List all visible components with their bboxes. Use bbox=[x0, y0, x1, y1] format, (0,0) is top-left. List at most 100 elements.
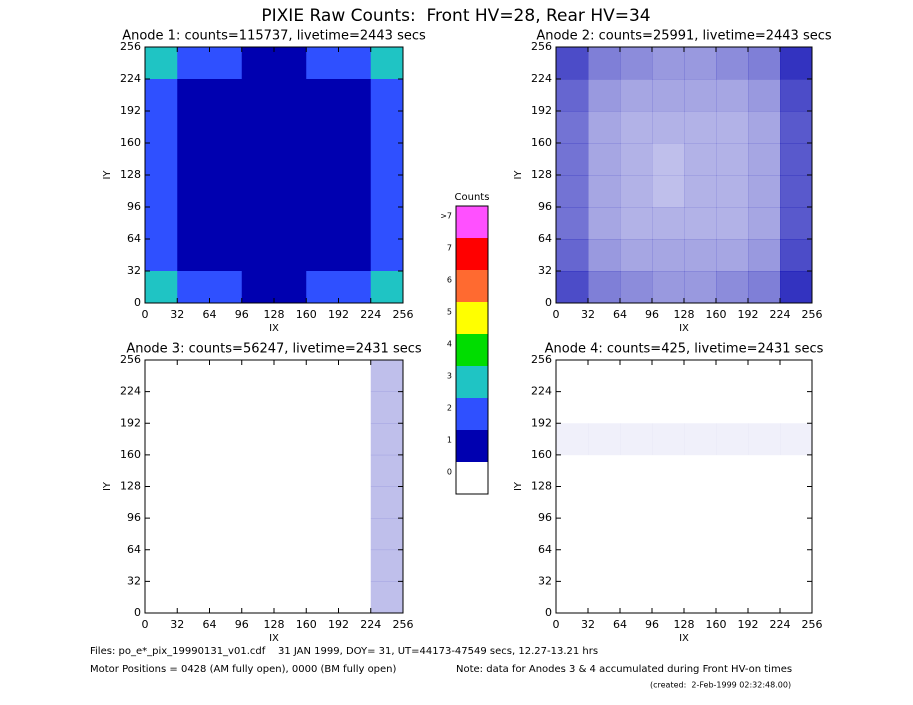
colorbar-swatch bbox=[456, 270, 488, 302]
heatmap-cell bbox=[209, 175, 243, 208]
heatmap-cell bbox=[620, 143, 653, 176]
heatmap-cell bbox=[652, 581, 684, 613]
heatmap-cell bbox=[210, 423, 243, 455]
heatmap-cell bbox=[716, 271, 749, 304]
colorbar-label: 0 bbox=[447, 468, 452, 477]
y-tick-label: 96 bbox=[538, 200, 552, 213]
heatmap-cell bbox=[620, 111, 653, 144]
heatmap-cell bbox=[620, 207, 653, 240]
heatmap-cell bbox=[274, 47, 307, 80]
y-tick-label: 64 bbox=[538, 232, 552, 245]
x-tick-label: 128 bbox=[264, 618, 285, 631]
heatmap-cell bbox=[370, 207, 404, 240]
heatmap-cell bbox=[339, 392, 372, 424]
heatmap-cell bbox=[274, 207, 307, 240]
heatmap-cell bbox=[177, 487, 210, 519]
heatmap-cell bbox=[716, 455, 748, 487]
y-tick-label: 128 bbox=[120, 480, 141, 493]
heatmap-cell bbox=[306, 360, 339, 392]
heatmap-cell bbox=[652, 423, 685, 456]
x-tick-label: 0 bbox=[553, 308, 560, 321]
heatmap-cell bbox=[145, 143, 178, 176]
footer-note: Note: data for Anodes 3 & 4 accumulated … bbox=[456, 664, 792, 675]
heatmap-cell bbox=[209, 143, 243, 176]
y-tick-label: 128 bbox=[531, 480, 552, 493]
y-tick-label: 256 bbox=[531, 40, 552, 53]
heatmap-cell bbox=[241, 79, 275, 112]
panel-title: Anode 1: counts=115737, livetime=2443 se… bbox=[122, 29, 426, 44]
heatmap-cell bbox=[242, 487, 275, 519]
heatmap-cell bbox=[145, 111, 178, 144]
x-tick-label: 192 bbox=[328, 618, 349, 631]
heatmap-cell bbox=[588, 455, 620, 487]
heatmap-cell bbox=[209, 271, 243, 304]
heatmap-cell bbox=[145, 581, 178, 613]
heatmap-cell bbox=[556, 175, 589, 208]
heatmap-cell bbox=[780, 207, 813, 240]
y-tick-label: 0 bbox=[545, 296, 552, 309]
heatmap-cell bbox=[588, 487, 620, 519]
heatmap-cell bbox=[748, 47, 781, 80]
y-tick-label: 96 bbox=[127, 200, 141, 213]
heatmap-cell bbox=[716, 423, 749, 456]
x-tick-label: 96 bbox=[645, 618, 659, 631]
heatmap-cell bbox=[177, 175, 210, 208]
colorbar-label: 4 bbox=[447, 340, 452, 349]
heatmap-cell bbox=[177, 239, 210, 272]
x-axis-label: IX bbox=[269, 633, 279, 644]
x-tick-label: 64 bbox=[613, 308, 627, 321]
heatmap-cell bbox=[780, 423, 813, 456]
heatmap-cell bbox=[145, 207, 178, 240]
heatmap-cell bbox=[274, 239, 307, 272]
heatmap-cell bbox=[684, 550, 716, 582]
y-tick-label: 256 bbox=[531, 353, 552, 366]
heatmap-cell bbox=[370, 143, 404, 176]
heatmap-cell bbox=[588, 239, 621, 272]
y-tick-label: 64 bbox=[127, 543, 141, 556]
heatmap-cell bbox=[652, 455, 684, 487]
heatmap-cell bbox=[177, 455, 210, 487]
y-tick-label: 192 bbox=[120, 104, 141, 117]
heatmap-cell bbox=[556, 111, 589, 144]
panel-title: Anode 2: counts=25991, livetime=2443 sec… bbox=[536, 29, 832, 44]
heatmap-cell bbox=[748, 392, 780, 424]
heatmap-cell bbox=[780, 455, 812, 487]
x-tick-label: 128 bbox=[674, 308, 695, 321]
heatmap-cell bbox=[306, 392, 339, 424]
heatmap-cell bbox=[748, 455, 780, 487]
heatmap-cell bbox=[780, 518, 812, 550]
x-axis-label: IX bbox=[679, 633, 689, 644]
heatmap-cell bbox=[274, 392, 307, 424]
heatmap-cell bbox=[339, 581, 372, 613]
heatmap-cell bbox=[652, 392, 684, 424]
heatmap-cell bbox=[684, 581, 716, 613]
heatmap-cell bbox=[306, 207, 339, 240]
heatmap-cell bbox=[780, 550, 812, 582]
colorbar-label: 7 bbox=[447, 244, 452, 253]
heatmap-cell bbox=[716, 239, 749, 272]
heatmap-cell bbox=[370, 454, 404, 487]
heatmap-cell bbox=[588, 175, 621, 208]
heatmap-cell bbox=[556, 581, 588, 613]
heatmap-cell bbox=[620, 581, 652, 613]
heatmap-cell bbox=[177, 271, 210, 304]
heatmap-cell bbox=[306, 143, 339, 176]
y-tick-label: 96 bbox=[538, 511, 552, 524]
heatmap-cell bbox=[556, 455, 588, 487]
heatmap-cell bbox=[339, 518, 372, 550]
x-tick-label: 224 bbox=[360, 308, 381, 321]
heatmap-cell bbox=[338, 271, 372, 304]
heatmap-cell bbox=[588, 581, 620, 613]
x-tick-label: 256 bbox=[393, 618, 414, 631]
heatmap-cell bbox=[338, 79, 372, 112]
x-tick-label: 0 bbox=[142, 308, 149, 321]
heatmap-cell bbox=[274, 518, 307, 550]
heatmap-cell bbox=[684, 79, 717, 112]
x-tick-label: 160 bbox=[706, 618, 727, 631]
heatmap-cell bbox=[177, 79, 210, 112]
x-axis-label: IX bbox=[679, 323, 689, 334]
heatmap-cell bbox=[780, 79, 813, 112]
heatmap-cell bbox=[716, 581, 748, 613]
heatmap-cell bbox=[370, 360, 404, 392]
heatmap-cell bbox=[370, 423, 404, 456]
